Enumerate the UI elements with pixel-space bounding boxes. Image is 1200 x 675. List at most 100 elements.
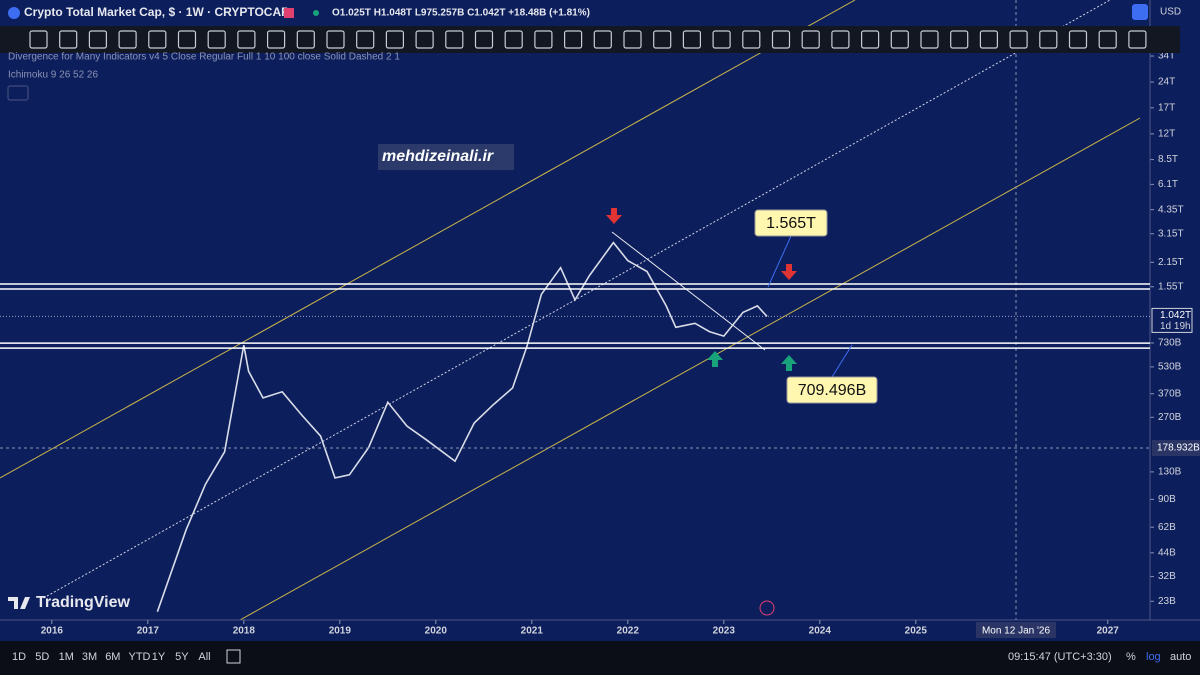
range-btn[interactable]: 1M (59, 651, 74, 663)
price-box (1151, 307, 1193, 333)
callout-box (754, 209, 828, 237)
y-tick-label: 23B (1158, 596, 1176, 607)
y-tick-label: 12T (1158, 128, 1175, 139)
callout-pointer (767, 235, 792, 288)
range-btn[interactable]: 3M (82, 651, 97, 663)
y-tick-label: 44B (1158, 547, 1176, 558)
tool-icon[interactable] (1068, 30, 1088, 49)
crosshair-box (1152, 440, 1200, 457)
tool-icon[interactable] (59, 30, 78, 49)
price-label: 1.042T (1160, 310, 1191, 321)
tool-icon[interactable] (296, 30, 315, 49)
tool-icon[interactable] (563, 30, 583, 49)
tool-icon[interactable] (1128, 30, 1147, 49)
tool-icon[interactable] (1039, 30, 1058, 49)
tool-icon[interactable] (742, 30, 761, 49)
tool-icon[interactable] (445, 30, 464, 49)
tool-icon[interactable] (267, 30, 286, 49)
range-btn[interactable]: YTD (129, 651, 151, 663)
date-label: Mon 12 Jan '26 (982, 626, 1051, 637)
tool-icon[interactable] (712, 30, 731, 49)
tool-icon[interactable] (534, 30, 553, 49)
tool-icon[interactable] (653, 30, 672, 49)
countdown: 1d 19h (1160, 321, 1191, 332)
tool-icon[interactable] (771, 30, 791, 49)
tool-icon[interactable] (118, 30, 137, 49)
tool-icon[interactable] (356, 30, 375, 49)
logo: TradingView (36, 594, 131, 611)
tool-icon[interactable] (385, 30, 404, 49)
x-tick-label: 2023 (713, 626, 736, 637)
y-tick-label: 130B (1158, 467, 1182, 478)
watermark-box (378, 144, 514, 170)
tool-icon[interactable] (860, 30, 880, 49)
y-tick-label: 32B (1158, 571, 1176, 582)
y-tick-label: 530B (1158, 362, 1182, 373)
title: Crypto Total Market Cap, $ · 1W · CRYPTO… (24, 5, 289, 19)
tool-icon[interactable] (1098, 30, 1117, 49)
y-tick-label: 62B (1158, 522, 1176, 533)
arrow (781, 264, 797, 280)
settings-btn[interactable] (1132, 4, 1148, 20)
auto-btn[interactable]: auto (1170, 651, 1191, 663)
tool-icon[interactable] (207, 30, 226, 49)
range-btn[interactable]: 1Y (152, 651, 166, 663)
tool-icon[interactable] (148, 30, 167, 49)
tool-icon[interactable] (920, 30, 939, 49)
x-tick-label: 2024 (809, 626, 832, 637)
x-tick-label: 2019 (329, 626, 352, 637)
tool-icon[interactable] (801, 30, 820, 49)
tool-icon[interactable] (504, 30, 523, 49)
arrow (606, 208, 622, 224)
clock: 09:15:47 (UTC+3:30) (1008, 651, 1112, 663)
tool-icon[interactable] (237, 30, 256, 49)
indicator: Divergence for Many Indicators v4 5 Clos… (8, 52, 400, 63)
range-btn[interactable]: 5Y (175, 651, 189, 663)
date-range-icon[interactable] (226, 649, 241, 664)
toolbar (0, 26, 1180, 53)
tool-icon[interactable] (415, 30, 434, 49)
y-tick-label: 270B (1158, 412, 1182, 423)
symbol-icon (8, 7, 20, 19)
x-tick-label: 2021 (521, 626, 544, 637)
tool-icon[interactable] (979, 30, 999, 49)
tool-icon[interactable] (88, 30, 108, 49)
y-tick-label: 4.35T (1158, 204, 1184, 215)
y-tick-label: 24T (1158, 77, 1175, 88)
callout-label: 709.496B (798, 382, 867, 399)
tool-icon[interactable] (1009, 30, 1028, 49)
date-box (976, 622, 1056, 638)
tool-icon[interactable] (623, 30, 642, 49)
tool-icon[interactable] (177, 30, 197, 49)
range-btn[interactable]: 6M (105, 651, 120, 663)
collapse-btn[interactable] (7, 85, 29, 101)
range-btn[interactable]: 1D (12, 651, 26, 663)
range-btn[interactable]: 5D (35, 651, 49, 663)
percent-btn[interactable]: % (1126, 651, 1136, 663)
y-tick-label: 730B (1158, 338, 1182, 349)
tool-icon[interactable] (29, 30, 48, 49)
x-tick-label: 2027 (1097, 626, 1120, 637)
arrow (707, 351, 723, 367)
y-tick-label: 17T (1158, 102, 1175, 113)
tool-icon[interactable] (326, 30, 345, 49)
tool-icon[interactable] (593, 30, 612, 49)
tool-icon[interactable] (474, 30, 494, 49)
tool-icon[interactable] (950, 30, 969, 49)
range-btn[interactable]: All (198, 651, 210, 663)
currency[interactable]: USD (1160, 7, 1181, 18)
tool-icon[interactable] (831, 30, 850, 49)
event-icon (759, 600, 775, 616)
log-btn[interactable]: log (1146, 651, 1161, 663)
ohlc: O1.025T H1.048T L975.257B C1.042T +18.48… (332, 8, 590, 19)
tool-icon[interactable] (682, 30, 702, 49)
x-tick-label: 2020 (425, 626, 448, 637)
footer (0, 641, 1200, 675)
y-tick-label: 3.15T (1158, 228, 1184, 239)
tool-icon[interactable] (890, 30, 909, 49)
flag (284, 8, 294, 18)
y-tick-label: 34T (1158, 51, 1175, 62)
